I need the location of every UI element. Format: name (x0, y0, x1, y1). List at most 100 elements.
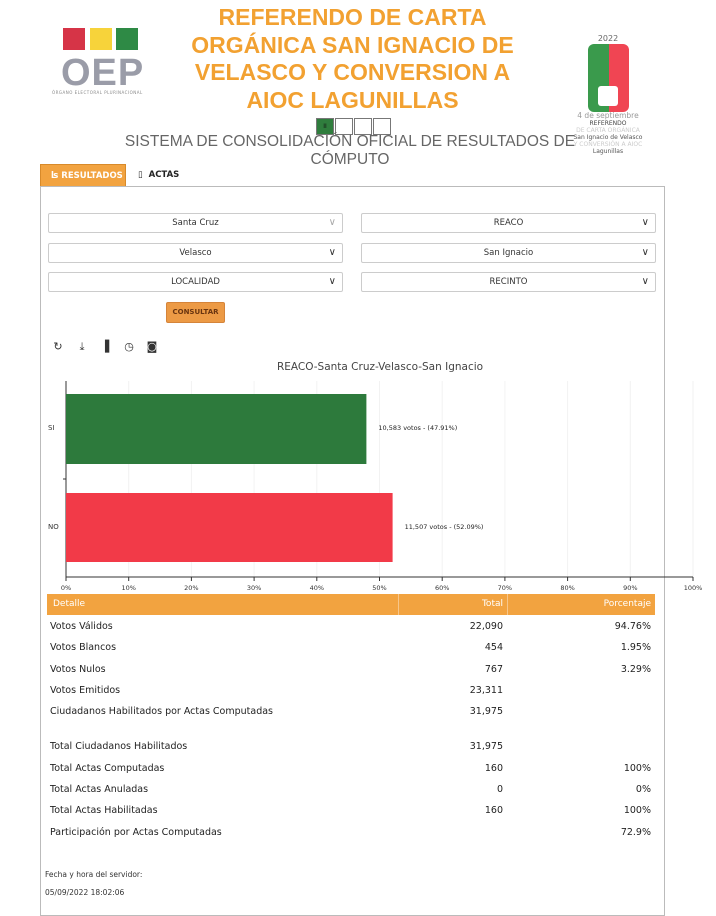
oep-logo-subtext: ÓRGANO ELECTORAL PLURINACIONAL (52, 90, 143, 95)
cell-porcentaje: 72.9% (620, 827, 651, 838)
cell-detalle: Ciudadanos Habilitados por Actas Computa… (50, 706, 274, 717)
table-row: Votos Blancos 454 1.95% (50, 641, 651, 654)
table-row: Total Actas Anuladas 0 0% (50, 783, 651, 796)
title-line: ORGÁNICA SAN IGNACIO DE (191, 31, 514, 58)
oep-logo: OEP (61, 52, 145, 94)
cell-detalle: Total Actas Anuladas (50, 784, 149, 795)
select-value: San Ignacio (483, 248, 534, 258)
step-indicator: II (316, 118, 392, 135)
title-line: AIOC LAGUNILLAS (246, 86, 459, 113)
tab-label: ACTAS (148, 170, 180, 180)
departamento-select[interactable]: Santa Cruz ∨ (48, 213, 343, 233)
cell-total (390, 826, 503, 839)
chevron-down-icon: ∨ (641, 247, 649, 258)
oep-logo-red-square (63, 28, 85, 50)
chart-icon: ʪ (51, 171, 62, 181)
table-row: Votos Emitidos 23,311 (50, 684, 651, 697)
cell-total: 160 (484, 763, 503, 774)
municipio-select[interactable]: San Ignacio ∨ (361, 243, 656, 263)
cell-porcentaje: 100% (623, 805, 651, 816)
x-tick-label: 10% (121, 584, 136, 592)
select-value: Velasco (179, 248, 212, 258)
bar-data-label: 10,583 votos - (47.91%) (378, 424, 458, 432)
select-value: LOCALIDAD (171, 277, 220, 287)
cell-porcentaje: 100% (623, 763, 651, 774)
bar-si (66, 394, 367, 464)
refresh-icon[interactable]: ↻ (53, 340, 63, 353)
x-tick-label: 30% (246, 584, 262, 592)
server-time-label: Fecha y hora del servidor: (45, 870, 143, 879)
table-row: Votos Nulos 767 3.29% (50, 663, 651, 676)
chevron-down-icon: ∨ (328, 247, 336, 258)
cell-total: 160 (484, 805, 503, 816)
cell-detalle: Votos Emitidos (50, 685, 121, 696)
x-tick-label: 70% (497, 584, 513, 592)
select-value: RECINTO (489, 277, 528, 287)
download-icon[interactable]: ⤓ (79, 340, 85, 353)
logo-line: San Ignacio de Velasco (573, 134, 643, 141)
step-3 (354, 118, 372, 135)
chevron-down-icon: ∨ (328, 276, 336, 287)
tab-label: RESULTADOS (61, 171, 123, 181)
x-tick-label: 50% (372, 584, 387, 592)
referendo-logo-box (598, 86, 618, 106)
cell-porcentaje (503, 740, 651, 753)
select-value: REACO (493, 218, 524, 228)
table-row: Total Actas Computadas 160 100% (50, 762, 651, 775)
x-tick-label: 60% (434, 584, 450, 592)
cell-detalle: Votos Blancos (50, 642, 117, 653)
cell-detalle: Total Actas Computadas (50, 763, 165, 774)
logo-line: Y CONVERSIÓN A AIOC (573, 141, 643, 148)
cell-porcentaje: 0% (635, 784, 651, 795)
server-time-value: 05/09/2022 18:02:06 (45, 888, 125, 897)
cell-total: 767 (484, 664, 503, 675)
bar-chart-icon[interactable]: ▐ (100, 340, 110, 353)
x-tick-label: 0% (60, 584, 72, 592)
logo-line: DE CARTA ORGÁNICA (576, 127, 640, 134)
chevron-down-icon: ∨ (641, 276, 649, 287)
referendo-logo-text: REFERENDO DE CARTA ORGÁNICA San Ignacio … (572, 120, 644, 155)
cell-porcentaje: 1.95% (620, 642, 651, 653)
results-table-header: Detalle Total Porcentaje (47, 594, 655, 615)
category-label: NO (48, 522, 59, 531)
table-row: Participación por Actas Computadas 72.9% (50, 826, 651, 839)
referendo-logo-date: 4 de septiembre (577, 111, 639, 120)
table-row: Votos Válidos 22,090 94.76% (50, 620, 651, 633)
cell-porcentaje: 3.29% (620, 664, 651, 675)
step-4 (373, 118, 391, 135)
cell-total: 31,975 (469, 706, 503, 717)
x-tick-label: 100% (683, 584, 703, 592)
step-2 (335, 118, 353, 135)
category-label: SI (48, 424, 55, 432)
cell-detalle: Votos Nulos (50, 664, 106, 675)
referendo-logo-year: 2022 (597, 34, 619, 43)
table-row: Ciudadanos Habilitados por Actas Computa… (50, 705, 651, 718)
tipo-select[interactable]: REACO ∨ (361, 213, 656, 233)
bar-no (66, 493, 393, 562)
table-row: Total Ciudadanos Habilitados 31,975 (50, 740, 651, 753)
tab-actas[interactable]: ▯ ACTAS (128, 164, 189, 187)
header-detalle: Detalle (47, 594, 399, 615)
clock-icon[interactable]: ◷ (124, 340, 134, 353)
logo-line: Lagunillas (592, 148, 624, 155)
cell-total: 454 (484, 642, 503, 653)
cell-total: 23,311 (469, 685, 503, 696)
table-row: Total Actas Habilitadas 160 100% (50, 804, 651, 817)
localidad-select[interactable]: LOCALIDAD ∨ (48, 272, 343, 292)
provincia-select[interactable]: Velasco ∨ (48, 243, 343, 263)
cell-total: 22,090 (469, 621, 503, 632)
consultar-button[interactable]: CONSULTAR (166, 302, 225, 323)
cell-detalle: Participación por Actas Computadas (50, 827, 222, 838)
step-1: II (316, 118, 334, 135)
header-total: Total (399, 594, 508, 615)
bar-data-label: 11,507 votos - (52.09%) (404, 522, 484, 531)
oep-logo-green-square (116, 28, 138, 50)
x-tick-label: 90% (623, 584, 638, 592)
recinto-select[interactable]: RECINTO ∨ (361, 272, 656, 292)
cell-porcentaje: 94.76% (614, 621, 651, 632)
chevron-down-icon: ∨ (641, 217, 649, 228)
oep-logo-yellow-square (90, 28, 112, 50)
camera-icon[interactable]: ◙ (146, 340, 158, 353)
cell-porcentaje (503, 684, 651, 697)
